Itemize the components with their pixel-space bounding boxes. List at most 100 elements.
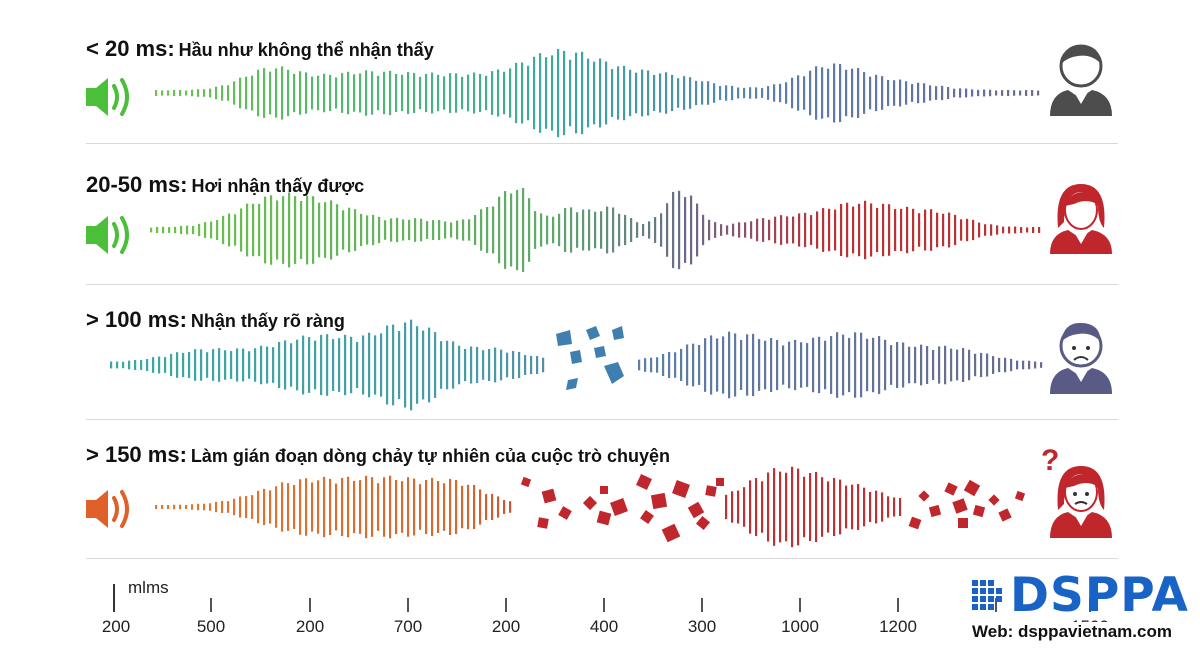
waveform-bar [347, 71, 350, 115]
axis-tick-label: 200 [101, 617, 131, 636]
waveform-bar [924, 209, 927, 251]
waveform-bar [443, 483, 446, 531]
waveform-bar [908, 346, 911, 384]
waveform-bar [188, 352, 191, 378]
waveform-bar [428, 327, 431, 403]
waveform-bar [624, 214, 627, 246]
waveform-bar [198, 223, 201, 237]
waveform-bar [773, 84, 776, 102]
waveform-bar [726, 225, 729, 235]
waveform-bar [755, 478, 758, 536]
waveform-bar [798, 213, 801, 247]
waveform-bar [377, 483, 380, 531]
waveform-bar [774, 216, 777, 244]
waveform-bar [320, 334, 323, 396]
waveform-bar [792, 216, 795, 244]
waveform-bar [479, 489, 482, 525]
waveform-bar [354, 209, 357, 251]
waveform-bar [365, 70, 368, 116]
waveform-bar [848, 337, 851, 393]
waveform-bar [965, 88, 968, 98]
waveform-bar [872, 337, 875, 393]
waveform-bar [522, 188, 525, 272]
waveform-bar [438, 219, 441, 241]
waveform-bar [737, 490, 740, 524]
waveform-bar [582, 209, 585, 251]
waveform-bar [491, 71, 494, 115]
waveform-bar [474, 215, 477, 245]
waveform-bar [875, 490, 878, 524]
waveform-bar [329, 74, 332, 112]
waveform-bar [767, 86, 770, 100]
waveform-bar [744, 222, 747, 238]
waveform-bar [402, 219, 405, 241]
waveform-bar [845, 485, 848, 529]
waveform-bar [210, 221, 213, 239]
waveform-bar [293, 484, 296, 530]
waveform-bar [173, 504, 176, 510]
waveform-bar [431, 72, 434, 114]
waveform-bar [500, 349, 503, 381]
waveform-bar [707, 81, 710, 105]
waveform-bar [161, 505, 164, 509]
waveform-bar [473, 484, 476, 530]
waveform-bar [660, 213, 663, 247]
waveform-bar [287, 483, 290, 531]
waveform-bar [827, 481, 830, 533]
waveform-bar [318, 202, 321, 258]
waveform-bar [641, 69, 644, 117]
neutral-woman-avatar-icon [1050, 184, 1112, 254]
waveform-bar [764, 340, 767, 390]
waveform-bar [737, 87, 740, 99]
waveform-bar [996, 225, 999, 235]
waveform-bar [308, 337, 311, 393]
waveform-bar [152, 357, 155, 373]
waveform-bar [581, 51, 584, 135]
waveform-bar [983, 89, 986, 97]
waveform-bar [1008, 226, 1011, 234]
waveform-bar [372, 214, 375, 246]
waveform-bar [623, 65, 626, 121]
waveform-bar [588, 209, 591, 251]
waveform-bar [162, 226, 165, 234]
waveform-bar [164, 357, 167, 373]
axis-tick-label: 700 [393, 617, 423, 636]
row-3-description: Nhận thấy rõ ràng [190, 311, 345, 331]
waveform-bar [179, 90, 182, 96]
waveform-bar [300, 201, 303, 259]
waveform-bar [434, 332, 437, 398]
waveform-bar [452, 341, 455, 389]
waveform-bar [456, 220, 459, 240]
waveform-bar [876, 207, 879, 253]
waveform-bar [521, 62, 524, 124]
waveform-bar [785, 472, 788, 542]
waveform-bar [731, 85, 734, 101]
waveform-bar [359, 480, 362, 534]
waveform-bar [251, 75, 254, 111]
waveform-bar [974, 353, 977, 377]
waveform-bar [260, 345, 263, 385]
waveform-bar [720, 224, 723, 236]
waveform-bar [416, 326, 419, 404]
waveform-bar [396, 217, 399, 243]
waveform-bar [677, 78, 680, 108]
waveform-bar [420, 218, 423, 242]
waveform-bar [209, 503, 212, 511]
waveform-bar [342, 210, 345, 250]
waveform-bar [299, 479, 302, 535]
waveform-bar [371, 477, 374, 537]
waveform-bar [266, 346, 269, 384]
waveform-bar [797, 75, 800, 111]
waveform-bar [449, 73, 452, 113]
waveform-bar [947, 86, 950, 100]
waveform-bar [263, 68, 266, 118]
waveform-bar [407, 72, 410, 114]
waveform-bar [743, 487, 746, 527]
waveform-bar [642, 223, 645, 237]
waveform-bar [773, 468, 776, 546]
waveform-bar [173, 89, 176, 97]
waveform-bar [701, 81, 704, 105]
waveform-bar [864, 200, 867, 260]
waveform-bar [150, 227, 153, 233]
website-link[interactable]: Web: dsppavietnam.com [970, 622, 1174, 642]
